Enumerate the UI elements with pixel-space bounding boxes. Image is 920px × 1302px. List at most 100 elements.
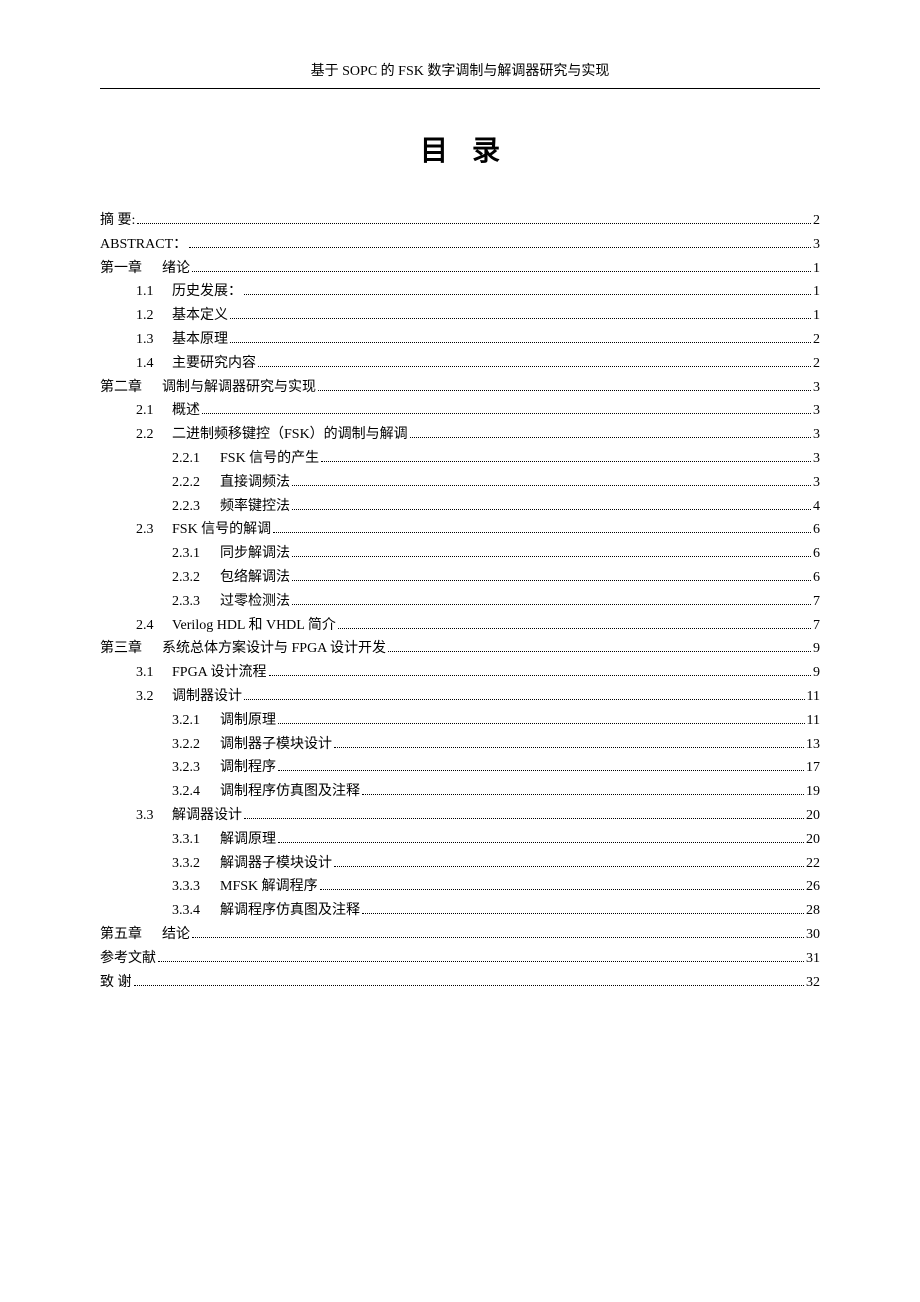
toc-entry-text: 解调程序仿真图及注释	[220, 903, 360, 918]
toc-entry-text: 同步解调法	[220, 546, 290, 561]
toc-entry-text: FPGA 设计流程	[172, 665, 267, 680]
toc-entry-number: 3.2.3	[172, 756, 220, 780]
toc-entry: ABSTRACT： 3	[100, 233, 820, 257]
toc-entry: 摘 要:2	[100, 209, 820, 233]
toc-entry: 2.3.1同步解调法 6	[100, 542, 820, 566]
toc-dots	[192, 937, 804, 938]
header-text: 基于 SOPC 的 FSK 数字调制与解调器研究与实现	[311, 64, 610, 79]
toc-entry-text: 直接调频法	[220, 475, 290, 490]
toc-entry: 3.3.2解调器子模块设计22	[100, 852, 820, 876]
toc-entry: 1.4主要研究内容2	[100, 352, 820, 376]
toc-entry-text: 调制原理	[220, 713, 276, 728]
toc-entry-page: 3	[813, 376, 820, 400]
toc-entry-label: 1.2基本定义	[136, 304, 228, 328]
toc-entry-label: 第二章调制与解调器研究与实现	[100, 376, 316, 400]
toc-dots	[244, 699, 805, 700]
toc-entry-number: 1.3	[136, 328, 172, 352]
toc-entry-text: MFSK 解调程序	[220, 879, 318, 894]
toc-entry-page: 6	[813, 542, 820, 566]
toc-entry-text: ABSTRACT：	[100, 237, 187, 252]
toc-entry: 1.1历史发展：1	[100, 280, 820, 304]
toc-entry-number: 2.2.1	[172, 447, 220, 471]
toc-entry-label: 2.2.3频率键控法	[172, 495, 290, 519]
toc-entry-label: 2.2.1FSK 信号的产生	[172, 447, 319, 471]
toc-entry-page: 9	[813, 637, 820, 661]
toc-entry-number: 1.4	[136, 352, 172, 376]
toc-entry-label: 2.2.2直接调频法	[172, 471, 290, 495]
toc-dots	[244, 818, 804, 819]
toc-entry: 3.3.1解调原理20	[100, 828, 820, 852]
toc-entry-label: 3.2.4调制程序仿真图及注释	[172, 780, 360, 804]
toc-dots	[258, 366, 811, 367]
toc-entry-text: 解调原理	[220, 832, 276, 847]
toc-dots	[292, 580, 811, 581]
toc-entry-text: 致 谢	[100, 975, 132, 990]
toc-entry-page: 2	[813, 352, 820, 376]
toc-entry-text: 调制器设计	[172, 689, 242, 704]
toc-entry-number: 3.1	[136, 661, 172, 685]
toc-entry-label: 3.3.4解调程序仿真图及注释	[172, 899, 360, 923]
toc-entry-page: 31	[806, 947, 820, 971]
toc-entry-page: 3	[813, 447, 820, 471]
toc-entry-page: 1	[813, 257, 820, 281]
toc-entry-label: 2.3FSK 信号的解调	[136, 518, 271, 542]
toc-dots	[334, 747, 804, 748]
toc-entry: 1.3基本原理2	[100, 328, 820, 352]
toc-entry-label: 3.3解调器设计	[136, 804, 242, 828]
toc-entry-page: 7	[813, 590, 820, 614]
toc-entry-label: 2.3.1同步解调法	[172, 542, 290, 566]
toc-entry-label: 第五章结论	[100, 923, 190, 947]
toc-entry-page: 4	[813, 495, 820, 519]
toc-entry-page: 32	[806, 971, 820, 995]
toc-entry-label: 3.3.1解调原理	[172, 828, 276, 852]
toc-entry-label: 第三章系统总体方案设计与 FPGA 设计开发	[100, 637, 386, 661]
page-header: 基于 SOPC 的 FSK 数字调制与解调器研究与实现	[100, 60, 820, 88]
toc-entry: 2.2.2直接调频法3	[100, 471, 820, 495]
toc-entry-label: 2.3.3过零检测法	[172, 590, 290, 614]
toc-entry-number: 第三章	[100, 637, 162, 661]
page-container: 基于 SOPC 的 FSK 数字调制与解调器研究与实现 目录 摘 要:2ABST…	[0, 0, 920, 1054]
toc-entry-text: 参考文献	[100, 951, 156, 966]
toc-entry-number: 3.3.4	[172, 899, 220, 923]
toc-entry-label: 2.2二进制频移键控（FSK）的调制与解调	[136, 423, 408, 447]
toc-entry: 2.1概述3	[100, 399, 820, 423]
toc-entry-page: 13	[806, 733, 820, 757]
toc-dots	[410, 437, 811, 438]
toc-entry-label: 1.3基本原理	[136, 328, 228, 352]
toc-entry-number: 第一章	[100, 257, 162, 281]
toc-entry-page: 20	[806, 804, 820, 828]
toc-entry-page: 17	[806, 756, 820, 780]
toc-dots	[244, 294, 811, 295]
toc-dots	[292, 485, 811, 486]
toc-entry: 3.3解调器设计 20	[100, 804, 820, 828]
toc-entry-number: 3.3	[136, 804, 172, 828]
toc-entry-number: 3.2.4	[172, 780, 220, 804]
toc-entry-number: 3.2.1	[172, 709, 220, 733]
toc-entry-page: 7	[813, 614, 820, 638]
toc-entry: 3.2调制器设计 11	[100, 685, 820, 709]
toc-entry: 第一章绪论1	[100, 257, 820, 281]
toc-entry-label: ABSTRACT：	[100, 233, 187, 257]
toc-entry-text: 调制程序仿真图及注释	[220, 784, 360, 799]
toc-entry-label: 3.2.3调制程序	[172, 756, 276, 780]
toc-entry-number: 2.1	[136, 399, 172, 423]
toc-entry-label: 3.2调制器设计	[136, 685, 242, 709]
toc-entry-page: 9	[813, 661, 820, 685]
toc-entry: 3.2.3调制程序 17	[100, 756, 820, 780]
toc-entry-number: 2.2.3	[172, 495, 220, 519]
toc-entry-text: 摘 要:	[100, 213, 135, 228]
toc-entry: 2.2.3频率键控法 4	[100, 495, 820, 519]
toc-entry-page: 11	[807, 685, 820, 709]
toc-dots	[269, 675, 811, 676]
toc-entry-label: 3.3.3MFSK 解调程序	[172, 875, 318, 899]
toc-entry-page: 1	[813, 304, 820, 328]
toc-entry: 2.3FSK 信号的解调6	[100, 518, 820, 542]
toc-entry-page: 3	[813, 233, 820, 257]
toc-entry-text: 解调器设计	[172, 808, 242, 823]
toc-entry: 第二章调制与解调器研究与实现 3	[100, 376, 820, 400]
toc-entry: 第五章结论30	[100, 923, 820, 947]
toc-entry-page: 22	[806, 852, 820, 876]
toc-entry: 致 谢 32	[100, 971, 820, 995]
toc-entry-text: 调制程序	[220, 760, 276, 775]
toc-entry-text: 解调器子模块设计	[220, 856, 332, 871]
